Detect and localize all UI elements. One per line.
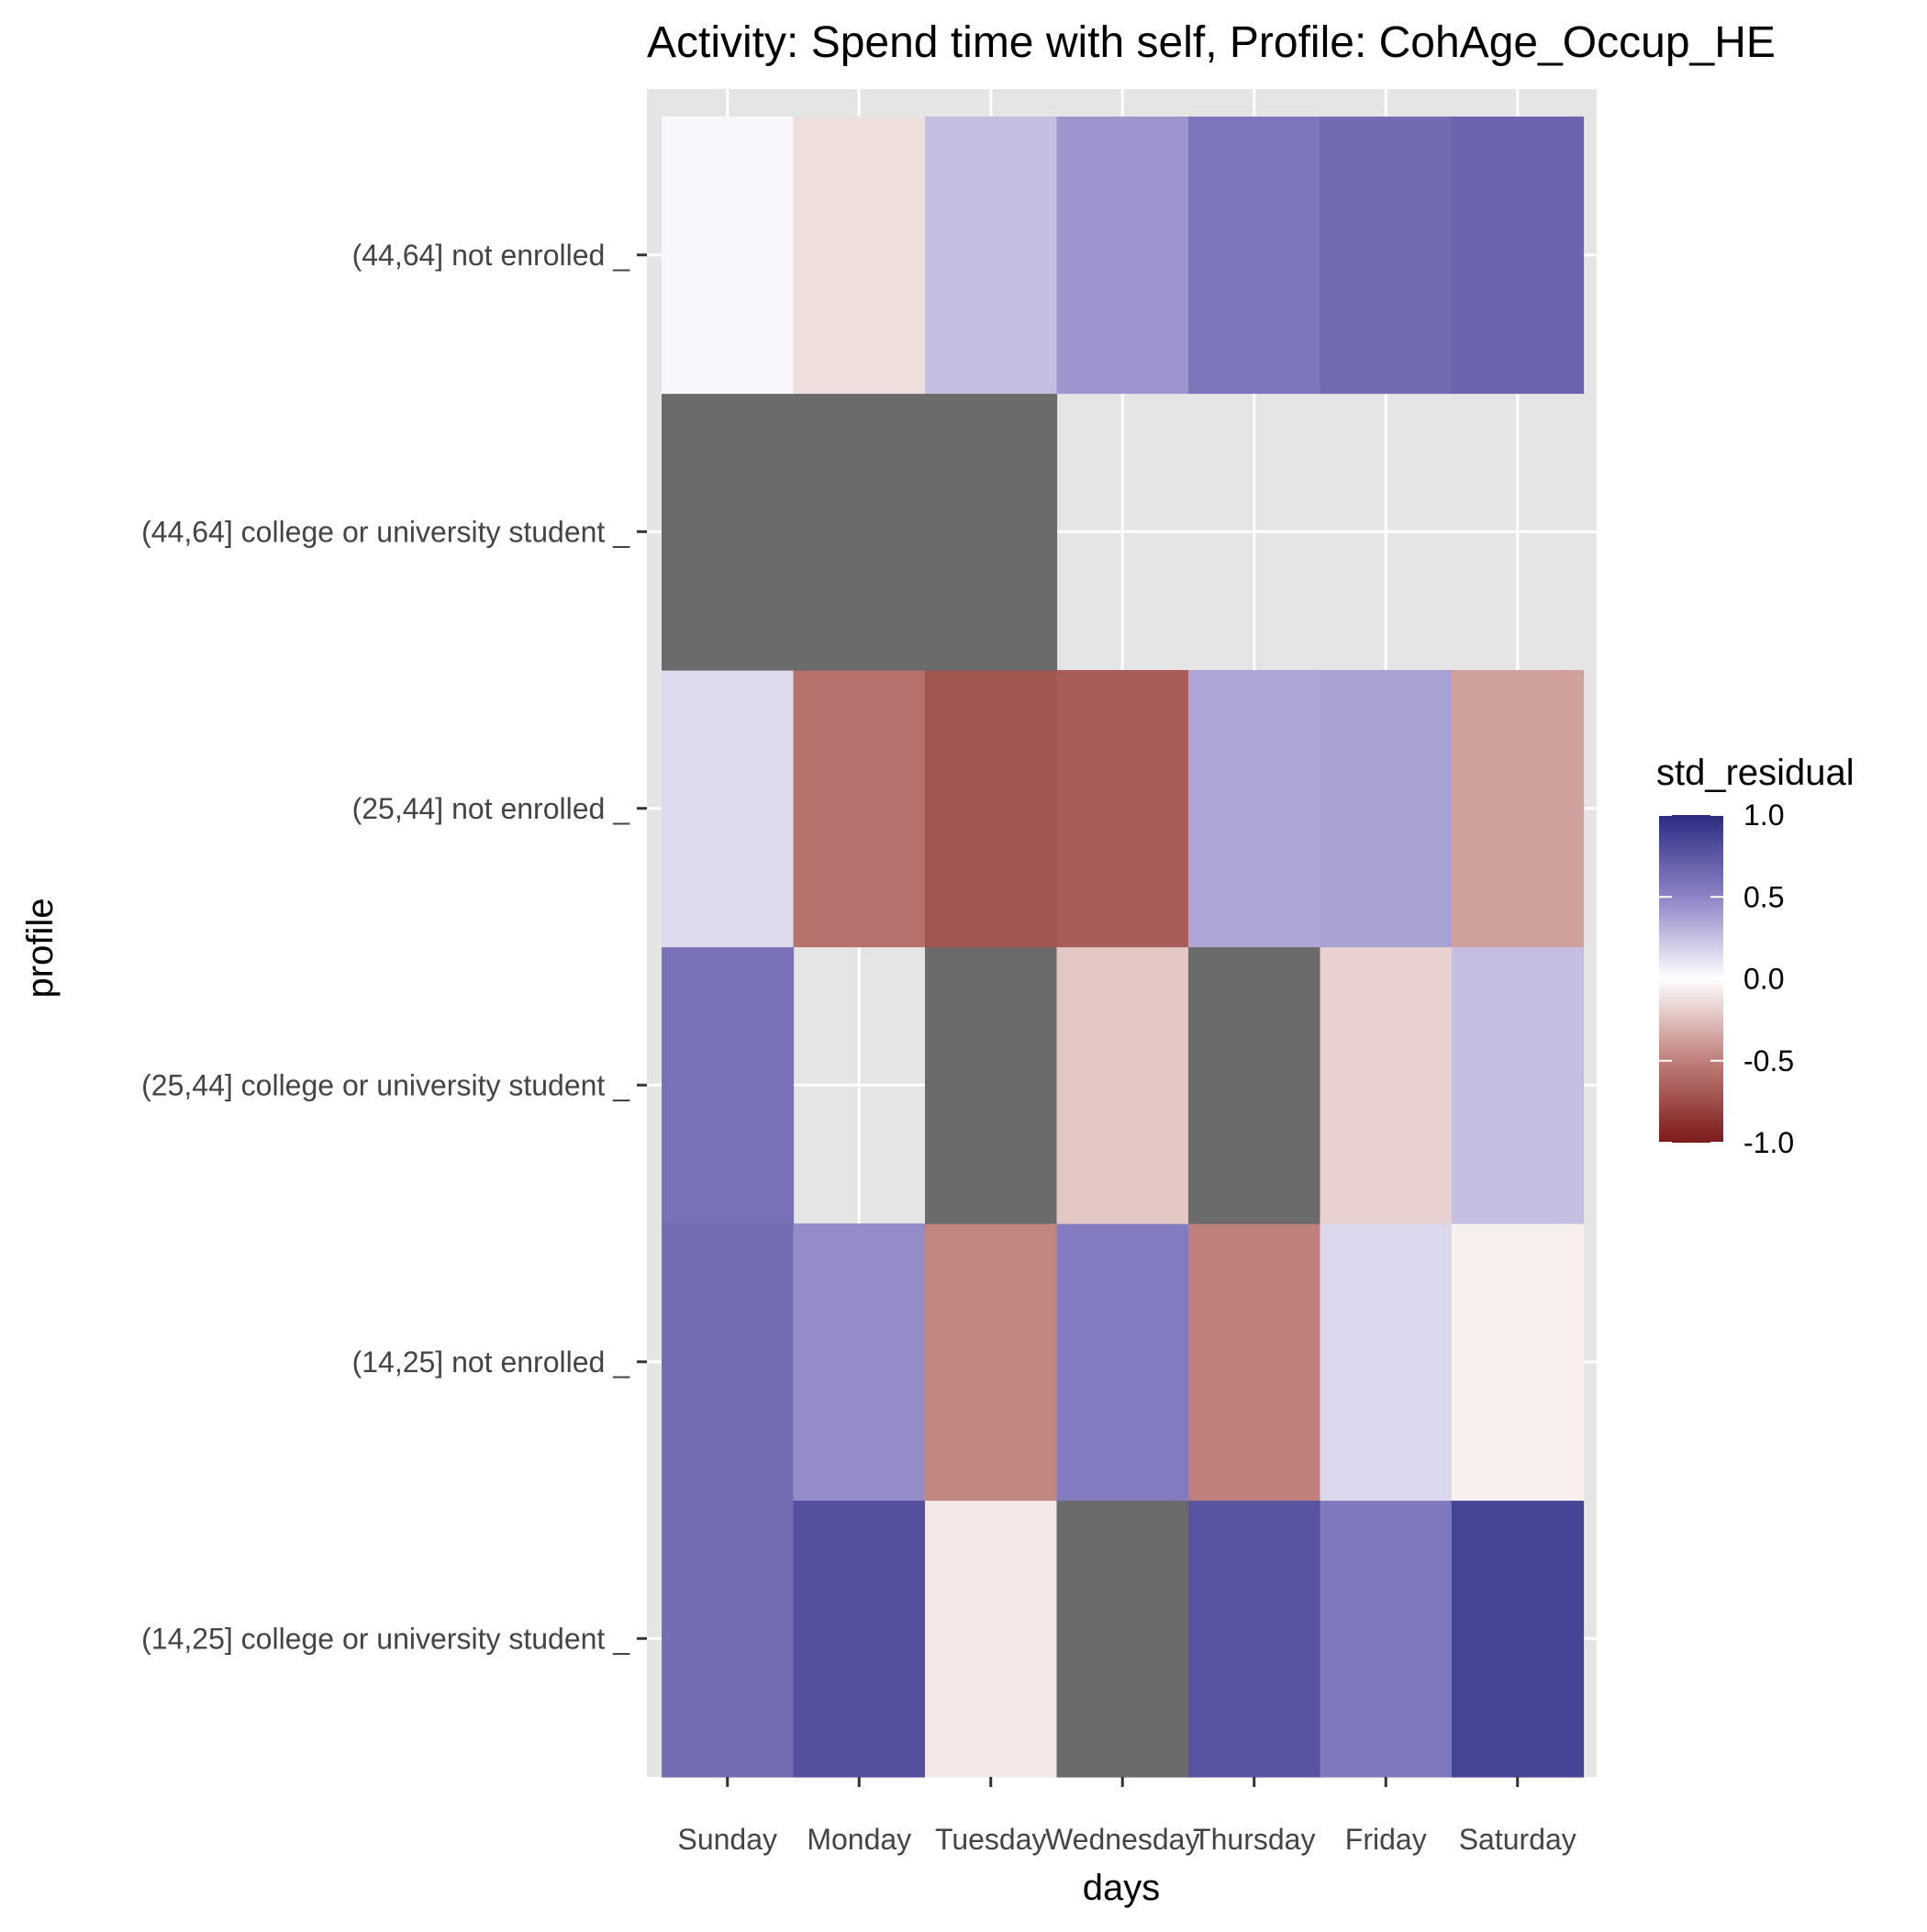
heatmap-tile [925,393,1058,671]
y-tick-label: (44,64] college or university student _ [141,515,630,548]
heatmap-tile [1188,117,1321,395]
heatmap-tile [793,117,926,395]
heatmap-tile [925,946,1058,1224]
heatmap-tile [1056,946,1189,1224]
heatmap-tile [793,393,926,671]
heatmap-tile [1452,117,1585,395]
heatmap-tile [793,1500,926,1778]
legend-tick-label: 0.0 [1743,963,1784,996]
heatmap-tile [925,117,1058,395]
heatmap-tile [1188,946,1321,1224]
y-tick-label: (25,44] college or university student _ [141,1068,630,1101]
heatmap-tile [925,1223,1058,1502]
heatmap-tile [1452,1223,1585,1502]
heatmap-tile [925,1500,1058,1778]
heatmap-tiles [662,117,1585,1778]
chart-title: Activity: Spend time with self, Profile:… [647,18,1776,67]
x-tick-label: Tuesday [935,1823,1047,1856]
heatmap-tile [1320,117,1453,395]
y-axis-title: profile [20,899,61,999]
legend-tick-label: -0.5 [1743,1044,1794,1078]
heatmap-tile [1188,1223,1321,1502]
heatmap-tile [662,1500,795,1778]
legend-title: std_residual [1656,753,1855,793]
heatmap-tile [1452,946,1585,1224]
legend-tick-label: 0.5 [1743,880,1784,913]
heatmap-tile [662,946,795,1224]
y-tick-label: (25,44] not enrolled _ [352,792,631,825]
y-tick-label: (44,64] not enrolled _ [352,239,631,272]
y-tick-label: (14,25] college or university student _ [141,1622,630,1655]
heatmap-tile [1452,1500,1585,1778]
x-tick-label: Thursday [1193,1823,1315,1856]
heatmap-tile [1320,946,1453,1224]
y-tick-label: (14,25] not enrolled _ [352,1346,631,1379]
heatmap-tile [662,117,795,395]
x-tick-label: Sunday [677,1823,777,1856]
heatmap-tile [1056,1500,1189,1778]
y-axis: (14,25] college or university student _ (… [141,239,647,1655]
heatmap-tile [1056,117,1189,395]
heatmap-tile [1320,1500,1453,1778]
heatmap-tile [1320,1223,1453,1502]
heatmap-tile [1188,670,1321,948]
heatmap-tile [1320,670,1453,948]
legend-tick-label: 1.0 [1743,798,1784,832]
x-axis-title: days [1083,1868,1161,1908]
plot-panel [647,89,1597,1778]
heatmap-tile [793,1223,926,1502]
heatmap-tile [1056,1223,1189,1502]
legend-tick-label: -1.0 [1743,1126,1794,1159]
color-legend: std_residual 1.0 0.5 0.0 -0.5 -1.0 [1656,753,1855,1159]
x-tick-label: Friday [1345,1823,1427,1856]
heatmap-tile [1452,670,1585,948]
heatmap-tile [925,670,1058,948]
heatmap-tile [662,1223,795,1502]
heatmap-tile [1056,670,1189,948]
x-tick-label: Saturday [1459,1823,1576,1856]
x-tick-label: Wednesday [1045,1823,1199,1856]
x-tick-label: Monday [807,1823,911,1856]
heatmap-tile [662,670,795,948]
heatmap-tile [793,670,926,948]
heatmap-tile [662,393,795,671]
heatmap-tile [1188,1500,1321,1778]
